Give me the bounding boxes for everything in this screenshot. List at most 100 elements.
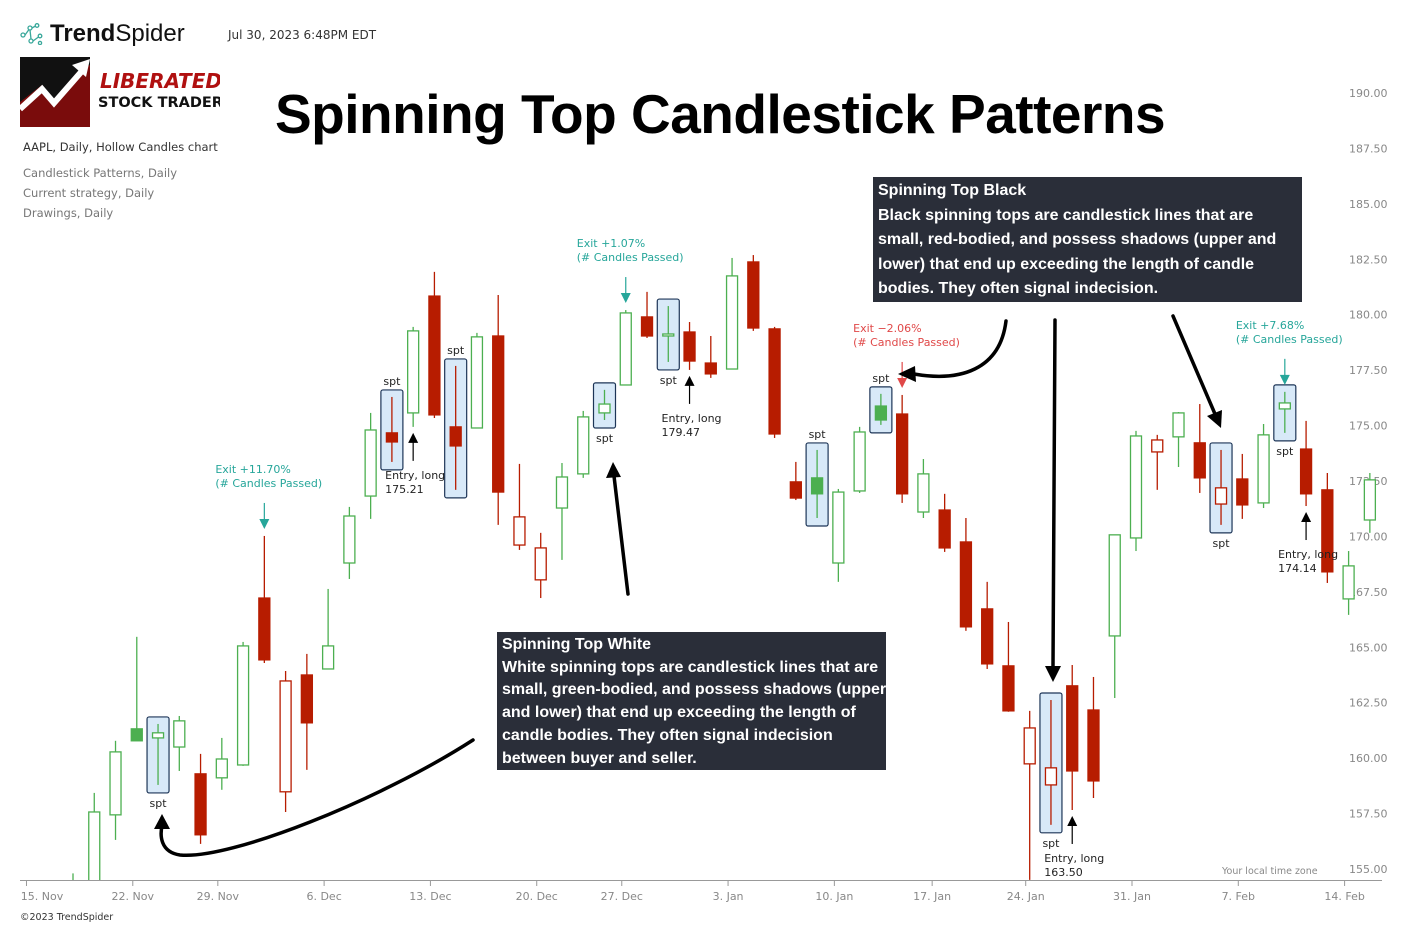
candle[interactable]	[300, 653, 314, 770]
candle[interactable]	[364, 412, 377, 519]
candle[interactable]	[555, 463, 569, 560]
candle[interactable]	[1236, 453, 1249, 519]
candle[interactable]	[321, 588, 335, 670]
candle[interactable]	[1002, 621, 1015, 712]
x-tick-label: 15. Nov	[21, 890, 64, 903]
x-tick-label: 10. Jan	[815, 890, 853, 903]
candle[interactable]	[938, 493, 951, 552]
arrowhead-icon	[154, 814, 170, 829]
candle[interactable]	[407, 326, 420, 427]
candle[interactable]	[513, 463, 526, 550]
candle[interactable]	[1023, 710, 1036, 880]
candle[interactable]	[173, 715, 186, 771]
candle[interactable]	[343, 506, 356, 579]
exit-signal[interactable]: Exit +11.70%(# Candles Passed)	[215, 463, 322, 529]
candle[interactable]	[662, 306, 675, 362]
candle[interactable]	[534, 532, 547, 599]
candle[interactable]	[1321, 472, 1334, 583]
candle[interactable]	[1108, 534, 1121, 699]
candle[interactable]	[279, 670, 292, 812]
drawings[interactable]	[154, 314, 1222, 857]
candle[interactable]	[385, 396, 399, 462]
candle[interactable]	[1044, 700, 1058, 825]
y-tick-label: 180.00	[1349, 309, 1388, 322]
candle[interactable]	[747, 255, 760, 331]
candle[interactable]	[832, 488, 845, 582]
candle[interactable]	[959, 517, 973, 631]
candle[interactable]	[449, 365, 462, 490]
candle[interactable]	[895, 394, 909, 503]
candle[interactable]	[981, 581, 994, 669]
spt-label: spt	[383, 375, 401, 388]
candle[interactable]	[1129, 430, 1143, 552]
candle[interactable]	[577, 410, 590, 478]
candle[interactable]	[598, 389, 611, 421]
drawing-arrow-white-to-nov23[interactable]	[159, 738, 475, 857]
exit-signal[interactable]: Exit +7.68%(# Candles Passed)	[1236, 319, 1343, 385]
y-tick-label: 157.50	[1349, 808, 1388, 821]
candle[interactable]	[1214, 449, 1228, 525]
candle[interactable]	[88, 792, 101, 907]
candle[interactable]	[428, 271, 441, 419]
candle[interactable]	[470, 332, 484, 429]
candle[interactable]	[683, 322, 696, 370]
callout-spinning-top-white[interactable]: Spinning Top White White spinning tops a…	[497, 632, 886, 770]
callout-line: lower) that end up exceeding the length …	[878, 255, 1255, 273]
candle-body	[959, 541, 973, 628]
drawing-arrow-white-to-dec23[interactable]	[612, 474, 630, 596]
chart-legend-main[interactable]: AAPL, Daily, Hollow Candles chart	[23, 140, 218, 154]
copyright: ©2023 TrendSpider	[20, 912, 114, 923]
candle[interactable]	[853, 426, 866, 493]
candle[interactable]	[725, 257, 739, 370]
candle[interactable]	[1193, 404, 1206, 493]
candle[interactable]	[768, 326, 781, 438]
candle-body	[1214, 487, 1228, 505]
candle[interactable]	[1299, 420, 1313, 507]
candle[interactable]	[109, 740, 122, 840]
candle[interactable]	[874, 393, 888, 425]
candle[interactable]	[258, 535, 271, 663]
legend-item-drawings[interactable]: Drawings, Daily	[23, 206, 114, 220]
candle[interactable]	[1087, 676, 1100, 799]
exit-signal[interactable]: Exit +1.07%(# Candles Passed)	[577, 237, 684, 304]
callout-spinning-top-black[interactable]: Spinning Top Black Black spinning tops a…	[873, 177, 1302, 302]
exit-label: Exit −2.06%	[853, 322, 922, 335]
candle-body	[640, 316, 654, 337]
arrowhead-icon	[898, 366, 916, 382]
callout-line: bodies. They often signal indecision.	[878, 280, 1159, 297]
candle[interactable]	[619, 310, 632, 386]
candle-body	[321, 645, 335, 670]
candle[interactable]	[1342, 551, 1355, 615]
candle[interactable]	[1257, 423, 1270, 509]
candle[interactable]	[640, 291, 654, 338]
candle[interactable]	[492, 294, 505, 525]
candle[interactable]	[215, 737, 228, 790]
drawing-arrow-black-to-jan25[interactable]	[1051, 318, 1057, 668]
candle[interactable]	[1066, 664, 1079, 810]
candle[interactable]	[704, 335, 717, 378]
candle[interactable]	[789, 461, 802, 501]
candle[interactable]	[236, 641, 250, 766]
candle[interactable]	[1363, 472, 1377, 533]
candle[interactable]	[1278, 391, 1291, 433]
legend-item-current-strategy[interactable]: Current strategy, Daily	[23, 186, 155, 200]
candle[interactable]	[810, 449, 824, 518]
candle[interactable]	[130, 636, 143, 742]
drawing-arrow-black-to-jan12[interactable]	[912, 319, 1008, 379]
candle[interactable]	[194, 753, 207, 844]
spt-label: spt	[1213, 537, 1231, 550]
legend-item-candlestick-patterns[interactable]: Candlestick Patterns, Daily	[23, 166, 178, 180]
candle[interactable]	[1151, 434, 1164, 490]
candle[interactable]	[151, 723, 165, 785]
candle[interactable]	[1172, 412, 1185, 468]
exit-label: Exit +7.68%	[1236, 319, 1305, 332]
drawing-arrow-black-to-feb4[interactable]	[1171, 314, 1217, 416]
exit-signal[interactable]: Exit −2.06%(# Candles Passed)	[853, 322, 960, 388]
candle[interactable]	[917, 459, 930, 518]
timezone-note[interactable]: Your local time zone	[1222, 866, 1318, 877]
